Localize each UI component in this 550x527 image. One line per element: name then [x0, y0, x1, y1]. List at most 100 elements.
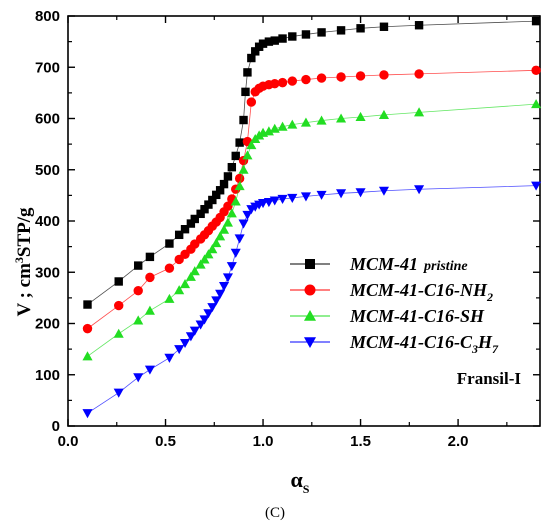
data-point	[531, 99, 542, 109]
data-point	[207, 244, 218, 254]
data-point	[218, 282, 230, 292]
legend-item-3: MCM-41-C16-SH	[290, 306, 485, 326]
data-point	[189, 266, 200, 276]
y-tick-label: 800	[35, 8, 60, 25]
data-point	[200, 205, 209, 214]
data-point	[263, 126, 274, 136]
data-point	[242, 150, 253, 160]
data-point	[144, 365, 155, 375]
legend-name-sub: 2	[486, 290, 493, 304]
legend-name: MCM-41-C16-C	[349, 332, 473, 352]
figure-caption: (C)	[265, 505, 285, 521]
data-point	[336, 113, 347, 123]
data-point	[336, 189, 347, 199]
data-point	[355, 111, 366, 121]
data-point	[378, 186, 390, 196]
data-point	[277, 77, 288, 88]
data-point	[215, 186, 225, 195]
legend-name: MCM-41-C16-NH	[349, 280, 488, 300]
data-point	[230, 248, 241, 258]
legend-name-sub: 3	[471, 342, 478, 356]
data-point	[356, 24, 365, 33]
data-point	[133, 373, 144, 383]
series-2	[82, 65, 541, 334]
data-point	[133, 315, 144, 325]
series-4	[82, 181, 542, 419]
data-point	[230, 196, 241, 206]
data-point	[247, 53, 256, 63]
x-tick-label: 0.5	[155, 433, 176, 450]
data-point	[133, 286, 143, 296]
data-point	[301, 30, 311, 39]
legend: MCM-41 pristine MCM-41-C16-NH2MCM-41-C16-S…	[290, 254, 499, 356]
legend-item-1: MCM-41 pristine	[290, 254, 468, 274]
y-tick-label: 200	[35, 316, 60, 333]
data-point	[195, 259, 206, 269]
data-point	[355, 188, 366, 198]
data-point	[190, 214, 199, 224]
data-point	[215, 231, 226, 241]
data-point	[270, 78, 280, 89]
data-point	[300, 192, 311, 202]
y-tick-label: 600	[35, 111, 60, 128]
legend-marker	[304, 337, 316, 348]
data-point	[174, 285, 185, 295]
data-point	[185, 271, 196, 281]
y-tick-label: 100	[35, 367, 60, 384]
series-3	[82, 99, 542, 361]
legend-label: MCM-41-C16-C3H7	[349, 332, 499, 356]
data-point	[113, 388, 124, 398]
data-point	[164, 353, 175, 363]
data-point	[269, 196, 280, 206]
y-tick-label: 500	[35, 162, 60, 179]
data-point	[164, 293, 175, 303]
y-axis-title-rest: STP/g	[14, 207, 35, 257]
data-point	[234, 234, 245, 244]
x-tick-label: 1.5	[350, 433, 371, 450]
data-point	[301, 74, 311, 85]
y-axis-title-main: V ; cm	[14, 263, 35, 317]
data-point	[300, 117, 311, 127]
data-point	[531, 16, 541, 26]
data-point	[134, 261, 143, 270]
data-point	[226, 208, 237, 218]
data-point	[222, 273, 233, 283]
data-point	[180, 225, 190, 234]
series-layer	[82, 16, 542, 419]
legend-label: MCM-41-C16-SH	[349, 306, 485, 326]
data-point	[287, 76, 297, 86]
data-point	[287, 193, 298, 203]
data-point	[414, 69, 424, 79]
data-point	[288, 32, 297, 41]
data-point	[234, 181, 245, 191]
data-point	[215, 289, 226, 299]
data-point	[144, 305, 155, 315]
data-point	[287, 119, 298, 129]
legend-name-sub2: 7	[492, 342, 499, 356]
data-point	[179, 278, 191, 289]
data-point	[164, 263, 175, 273]
data-point	[270, 36, 279, 45]
legend-marker	[304, 284, 316, 296]
data-point	[242, 210, 253, 220]
data-point	[238, 219, 249, 229]
data-point	[239, 115, 248, 125]
data-point	[211, 237, 222, 248]
data-point	[235, 138, 244, 147]
data-point	[199, 254, 210, 264]
legend-name-sub: pristine	[423, 259, 468, 274]
data-point	[222, 217, 233, 227]
legend-name: MCM-41-C16-SH	[349, 306, 485, 326]
data-point	[227, 162, 237, 172]
data-point	[195, 320, 206, 330]
data-point	[278, 34, 287, 43]
data-point	[114, 277, 123, 286]
x-axis-title: αS	[291, 467, 310, 496]
data-point	[317, 28, 326, 37]
data-point	[199, 315, 210, 325]
data-point	[226, 262, 237, 272]
data-point	[179, 338, 191, 349]
y-tick-label: 700	[35, 59, 60, 76]
data-point	[231, 151, 240, 161]
data-point	[203, 249, 214, 259]
